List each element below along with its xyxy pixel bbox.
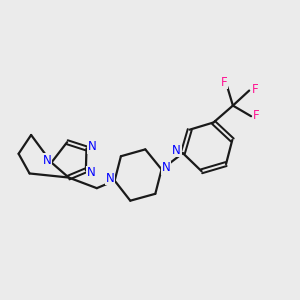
- Text: F: F: [221, 76, 227, 88]
- Text: N: N: [87, 166, 96, 179]
- Text: F: F: [251, 83, 258, 96]
- Text: F: F: [254, 109, 260, 122]
- Text: N: N: [43, 154, 52, 166]
- Text: N: N: [172, 143, 181, 157]
- Text: N: N: [87, 140, 96, 153]
- Text: N: N: [162, 161, 171, 174]
- Text: N: N: [106, 172, 114, 185]
